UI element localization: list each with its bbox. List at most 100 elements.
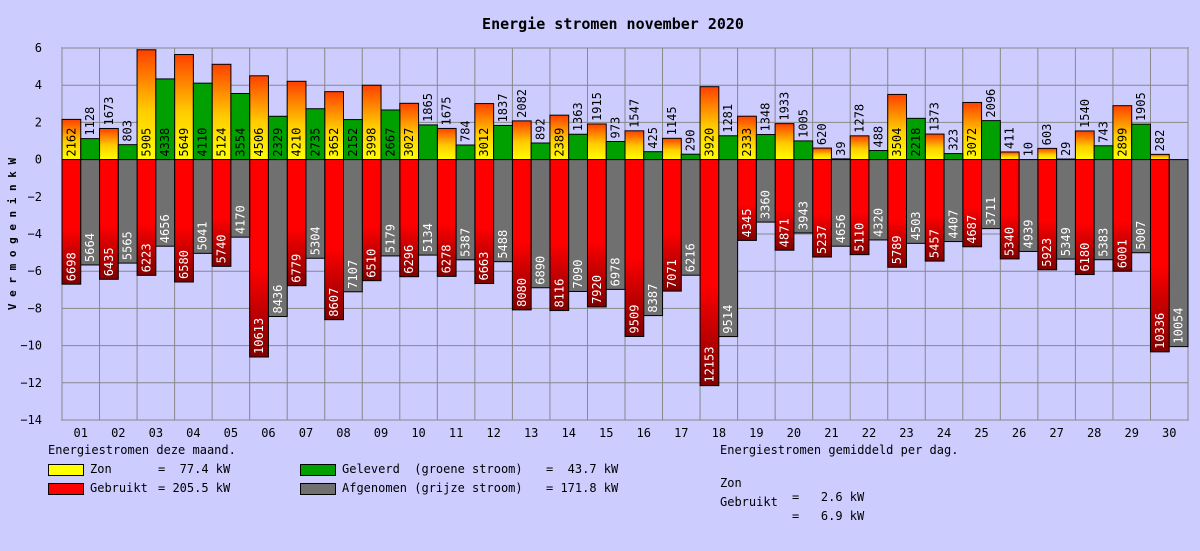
- bar-value-label: 5457: [928, 229, 942, 258]
- y-tick-label: −14: [20, 413, 42, 427]
- bar-value-label: 7920: [590, 275, 604, 304]
- x-tick-label: 02: [111, 426, 125, 440]
- bar-afgenomen: [981, 159, 1001, 230]
- bar-afgenomen: [305, 159, 326, 259]
- bar-value-label: 3027: [402, 128, 416, 157]
- bar-value-label: 5740: [215, 234, 229, 263]
- bar-afgenomen: [943, 159, 964, 243]
- bar-value-label: 6510: [365, 249, 379, 278]
- x-tick-label: 09: [374, 426, 388, 440]
- bar-value-label: 3360: [759, 190, 773, 219]
- x-tick-label: 05: [224, 426, 238, 440]
- bar-value-label: 6779: [290, 254, 304, 283]
- x-tick-label: 25: [974, 426, 988, 440]
- bar-value-label: 4656: [834, 214, 848, 243]
- legend-item-geleverd: Geleverd (groene stroom) = 43.7 kW: [300, 462, 700, 476]
- bar-value-label: 2899: [1115, 128, 1129, 157]
- chart-stage: 2162 1673 5905 5649 5124 4506 4210 3652 3998 3027…: [6, 15, 1189, 523]
- bar-value-label: 3943: [796, 201, 810, 230]
- bar-value-label: 2333: [740, 128, 754, 157]
- chart-title: Energie stromen november 2020: [482, 15, 744, 33]
- bar-value-label: 290: [684, 130, 698, 152]
- bar-afgenomen: [868, 159, 889, 241]
- bar-value-label: 5905: [139, 128, 153, 157]
- bar-value-label: 1373: [928, 102, 942, 131]
- bar-value-label: 5383: [1097, 228, 1111, 257]
- bar-afgenomen: [830, 159, 851, 247]
- bar-value-label: 9514: [721, 305, 735, 334]
- bar-value-label: 2162: [64, 128, 78, 157]
- bar-value-label: 4345: [740, 209, 754, 238]
- bar-value-label: 6296: [402, 245, 416, 274]
- bar-afgenomen: [155, 159, 176, 247]
- bar-value-label: 784: [458, 120, 472, 142]
- bar-value-label: 1005: [796, 109, 810, 138]
- bar-value-label: 4503: [909, 211, 923, 240]
- daily-zon: Zon = 2.6 kW: [720, 462, 1020, 504]
- bar-value-label: 6698: [64, 252, 78, 281]
- bar-afgenomen: [380, 159, 401, 257]
- bar-value-label: 1865: [421, 93, 435, 122]
- bar-value-label: 5349: [1059, 227, 1073, 256]
- bar-value-label: 5237: [815, 225, 829, 254]
- bar-value-label: 973: [609, 117, 623, 139]
- x-tick-label: 29: [1124, 426, 1138, 440]
- bar-value-label: 39: [834, 141, 848, 155]
- bar-value-label: 4407: [946, 210, 960, 239]
- month-heading: Energiestromen deze maand.: [48, 443, 236, 457]
- bar-value-label: 2389: [552, 128, 566, 157]
- bar-value-label: 620: [815, 123, 829, 145]
- bar-afgenomen: [568, 159, 588, 292]
- bar-afgenomen: [455, 159, 476, 261]
- bar-afgenomen: [267, 159, 288, 318]
- bar-value-label: 6435: [102, 247, 116, 276]
- bar-afgenomen: [117, 159, 138, 264]
- bar-value-label: 6223: [139, 243, 153, 272]
- bar-value-label: 5007: [1134, 221, 1148, 250]
- x-tick-label: 18: [712, 426, 726, 440]
- bar-value-label: 1145: [665, 106, 679, 135]
- bar-afgenomen: [680, 159, 701, 276]
- gebruikt-swatch: [48, 483, 84, 495]
- bar-value-label: 4687: [965, 215, 979, 244]
- bar-value-label: 5387: [458, 228, 472, 257]
- bar-value-label: 3920: [702, 128, 716, 157]
- bar-value-label: 1547: [627, 99, 641, 128]
- bar-value-label: 1905: [1134, 92, 1148, 121]
- bar-value-label: 6890: [534, 256, 548, 285]
- x-tick-label: 30: [1162, 426, 1176, 440]
- x-tick-label: 22: [862, 426, 876, 440]
- bar-value-label: 4338: [158, 128, 172, 157]
- bar-value-label: 10336: [1153, 313, 1167, 349]
- bar-value-label: 8436: [271, 285, 285, 314]
- bar-value-label: 6180: [1078, 243, 1092, 272]
- bar-value-label: 5789: [890, 235, 904, 264]
- legend-item-afgenomen: Afgenomen (grijze stroom) = 171.8 kW: [300, 481, 700, 495]
- bar-value-label: 1128: [83, 107, 97, 136]
- bar-value-label: 1915: [590, 92, 604, 121]
- bar-value-label: 9509: [627, 305, 641, 334]
- y-tick-label: −8: [28, 301, 42, 315]
- x-tick-label: 26: [1012, 426, 1026, 440]
- bar-value-label: 4170: [233, 205, 247, 234]
- x-tick-label: 13: [524, 426, 538, 440]
- bar-value-label: 1673: [102, 97, 116, 126]
- daily-gebruikt-value: = 6.9 kW: [792, 509, 865, 523]
- bar-afgenomen: [1018, 159, 1039, 252]
- bar-value-label: 1675: [440, 97, 454, 126]
- bar-value-label: 2096: [984, 89, 998, 118]
- bar-value-label: 6978: [609, 257, 623, 286]
- bar-value-label: 5179: [383, 224, 397, 253]
- bar-afgenomen: [230, 159, 251, 238]
- x-tick-label: 14: [561, 426, 575, 440]
- bar-afgenomen: [1093, 159, 1114, 261]
- bar-value-label: 5340: [1003, 227, 1017, 256]
- bar-value-label: 743: [1097, 121, 1111, 143]
- zon-label: Zon: [90, 462, 112, 476]
- bar-value-label: 4939: [1021, 220, 1035, 249]
- x-tick-label: 12: [486, 426, 500, 440]
- bar-afgenomen: [80, 159, 101, 266]
- bar-value-label: 5923: [1040, 238, 1054, 267]
